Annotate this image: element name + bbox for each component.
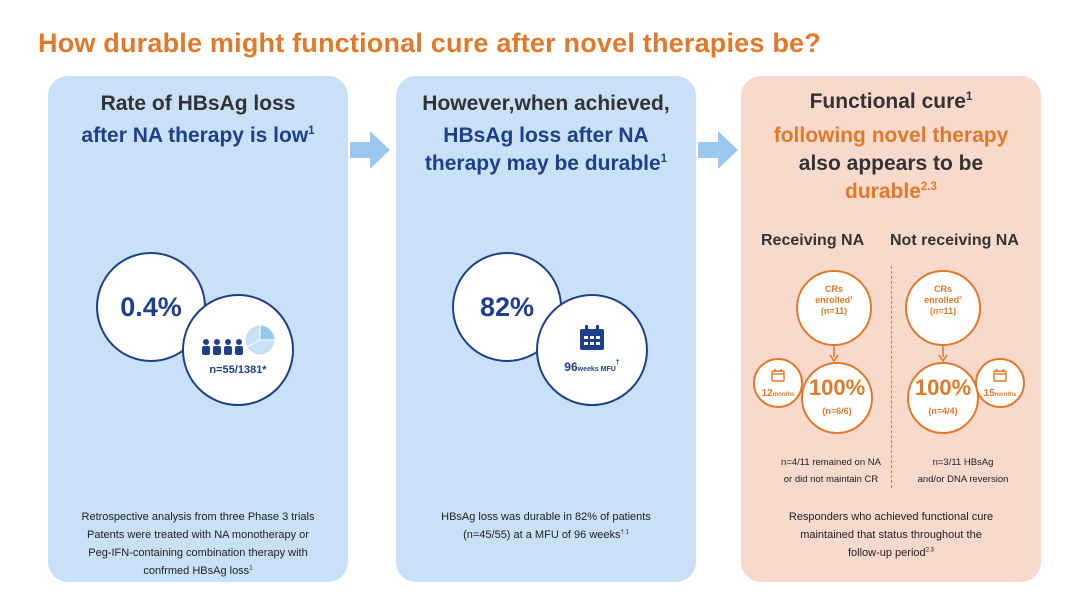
arrow-down-icon <box>938 346 948 362</box>
durable-value: 82% <box>479 291 535 322</box>
left-result-circle: 100% (n=6/6) <box>801 362 873 434</box>
panel2-footnote: HBsAg loss was durable in 82% of patient… <box>441 511 651 541</box>
not-receiving-na-heading: Not receiving NA <box>890 232 1019 249</box>
panel1-title-line1: Rate of HBsAg loss <box>100 92 296 115</box>
panel2-title-line2: HBsAg loss after NA <box>443 124 649 147</box>
rate-circle: 0.4% <box>96 252 206 362</box>
count-circle: n=55/1381* <box>182 294 294 406</box>
weeks-readout: 96weeks MFU† <box>564 359 620 374</box>
receiving-na-heading: Receiving NA <box>761 232 865 249</box>
right-result-circle: 100% (n=4/4) <box>907 362 979 434</box>
calendar-icon <box>771 369 785 382</box>
panel3-footnote: Responders who achieved functional cure … <box>788 511 994 559</box>
arrow-right-icon <box>698 131 738 169</box>
left-months-circle: 12months <box>753 358 803 408</box>
panel2-title-line3: therapy may be durable1 <box>424 152 668 175</box>
panel2-title-line1: However,when achieved, <box>422 92 670 115</box>
right-note: n=3/11 HBsAg and/or DNA reversion <box>917 457 1009 485</box>
page-title: How durable might functional cure after … <box>38 28 821 58</box>
panel3-title-line3: also appears to be <box>798 152 984 175</box>
calendar-icon <box>580 325 604 350</box>
durable-circle: 82% <box>452 252 562 362</box>
panel1-title-line2: after NA therapy is low1 <box>81 124 315 147</box>
panel3-title-line2: following novel therapy <box>773 124 1009 147</box>
count-value: n=55/1381* <box>209 364 267 376</box>
panel-hbsag-loss-durable: However,when achieved, HBsAg loss after … <box>396 76 696 582</box>
right-result-pct: 100% <box>914 375 972 400</box>
left-enrolled-circle: CRs enrolled1 (n=11) <box>796 270 872 346</box>
arrow-right-icon <box>350 131 390 169</box>
people-icon <box>202 324 276 356</box>
rate-value: 0.4% <box>120 291 182 322</box>
column-divider <box>891 266 892 488</box>
calendar-icon <box>993 369 1007 382</box>
arrow-down-icon <box>829 346 839 362</box>
pie-chart-icon <box>244 324 276 356</box>
panel1-footnote: Retrospective analysis from three Phase … <box>81 511 315 577</box>
weeks-circle: 96weeks MFU† <box>536 294 648 406</box>
left-result-pct: 100% <box>808 375 866 400</box>
panel3-title-line1: Functional cure1 <box>809 90 973 113</box>
panel3-title-line4: durable2.3 <box>845 180 937 203</box>
right-months-circle: 15months <box>975 358 1025 408</box>
panel-hbsag-loss-rate: Rate of HBsAg loss after NA therapy is l… <box>48 76 348 582</box>
right-enrolled-circle: CRs enrolled2 (n=11) <box>905 270 981 346</box>
panel-functional-cure: Functional cure1 following novel therapy… <box>741 76 1041 582</box>
left-note: n=4/11 remained on NA or did not maintai… <box>781 457 881 485</box>
